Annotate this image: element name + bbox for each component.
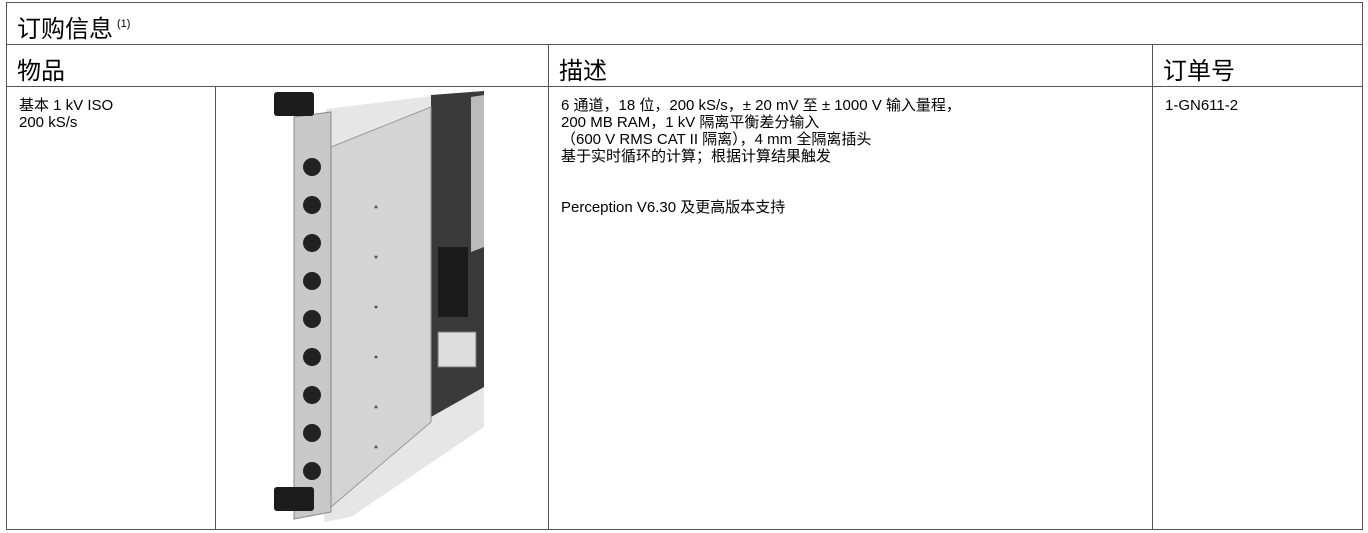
connector-strip — [471, 95, 484, 252]
header-row: 物品 描述 订单号 — [6, 44, 1364, 87]
description-cell: 6 通道，18 位，200 kS/s，± 20 mV 至 ± 1000 V 输入… — [548, 86, 1153, 530]
table-title: 订购信息 — [17, 16, 113, 43]
heatsink — [438, 247, 468, 317]
description-line: 基于实时循环的计算；根据计算结果触发 — [561, 148, 832, 165]
support-note: Perception V6.30 及更高版本支持 — [561, 199, 786, 216]
handle-bottom — [274, 487, 314, 511]
order-info-table: 订购信息 (1) 物品 描述 订单号 基本 1 kV ISO 200 kS/s — [5, 2, 1364, 530]
data-row: 基本 1 kV ISO 200 kS/s — [6, 86, 1364, 530]
label-sticker — [437, 331, 477, 368]
footnote-mark: (1) — [117, 18, 131, 30]
description-line: 200 MB RAM，1 kV 隔离平衡差分输入 — [561, 114, 820, 131]
screws — [374, 205, 378, 449]
handle-top — [274, 92, 314, 116]
item-line: 200 kS/s — [19, 114, 78, 131]
description-line: 6 通道，18 位，200 kS/s，± 20 mV 至 ± 1000 V 输入… — [561, 97, 961, 114]
image-cell — [215, 86, 549, 530]
order-number: 1-GN611-2 — [1165, 97, 1239, 114]
title-row: 订购信息 (1) — [5, 2, 1364, 45]
header-cell: 描述 — [548, 44, 1153, 87]
item-line: 基本 1 kV ISO — [19, 97, 114, 114]
header-cell: 物品 — [6, 44, 549, 87]
order-number-cell: 1-GN611-2 — [1151, 86, 1364, 530]
description-line: （600 V RMS CAT II 隔离），4 mm 全隔离插头 — [561, 131, 872, 148]
order-info-table-wrap: 订购信息 (1) 物品 描述 订单号 基本 1 kV ISO 200 kS/s — [5, 2, 1364, 530]
header-cell: 订单号 — [1151, 44, 1364, 87]
product-image — [274, 91, 484, 522]
input-connectors — [303, 158, 321, 480]
item-cell: 基本 1 kV ISO 200 kS/s — [6, 86, 216, 530]
title-cell: 订购信息 (1) — [5, 2, 1364, 45]
